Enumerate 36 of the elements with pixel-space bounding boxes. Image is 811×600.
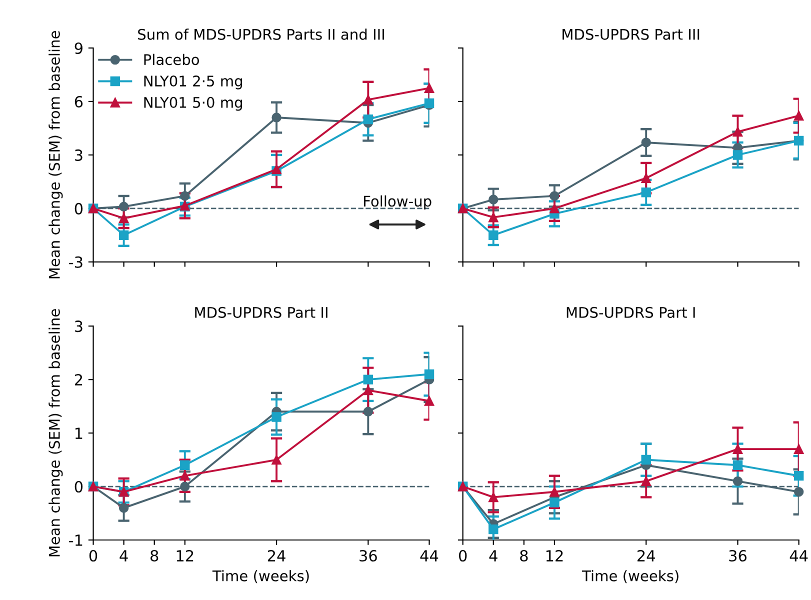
y-tick-label: 9 <box>74 42 82 54</box>
x-tick-label: 24 <box>638 550 655 562</box>
y-axis-title: Mean change (SEM) from baseline <box>48 31 63 278</box>
y-tick-label: -1 <box>69 534 82 546</box>
chart-title: MDS-UPDRS Part I <box>566 306 695 318</box>
annotation: Follow-up <box>364 195 432 210</box>
x-axis-title: Time (weeks) <box>212 570 309 584</box>
chart-title: MDS-UPDRS Part II <box>195 306 328 318</box>
x-tick-label: 36 <box>360 550 377 562</box>
x-tick-label: 12 <box>546 550 563 562</box>
y-tick-label: -3 <box>69 256 82 268</box>
x-tick-label: 12 <box>176 550 194 562</box>
y-tick-label: 3 <box>74 149 82 161</box>
y-tick-label: 0 <box>74 480 83 493</box>
x-tick-label: 36 <box>729 550 747 562</box>
y-tick-label: 6 <box>74 96 83 108</box>
x-tick-label: 8 <box>520 550 528 562</box>
legend-label: NLY01 2·5 mg <box>144 75 242 90</box>
x-tick-label: 0 <box>458 550 467 562</box>
x-axis-title: Time (weeks) <box>582 570 678 584</box>
legend-label: Placebo <box>144 54 200 66</box>
chart-title: MDS-UPDRS Part III <box>562 28 700 40</box>
x-tick-label: 24 <box>268 550 286 562</box>
x-tick-label: 44 <box>790 550 808 562</box>
y-tick-label: 0 <box>74 202 83 214</box>
y-axis-title: Mean change (SEM) from baseline <box>48 309 63 556</box>
y-tick-label: 1 <box>76 428 82 439</box>
x-tick-label: 44 <box>420 550 438 562</box>
x-tick-label: 0 <box>89 550 98 562</box>
chart-title: Sum of MDS-UPDRS Parts II and III <box>138 28 384 40</box>
y-tick-label: 3 <box>74 320 82 332</box>
x-tick-label: 8 <box>150 550 158 562</box>
y-tick-label: 2 <box>74 374 82 386</box>
legend-label: NLY01 5·0 mg <box>144 96 242 111</box>
x-tick-label: 4 <box>489 550 498 562</box>
x-tick-label: 4 <box>120 550 128 562</box>
